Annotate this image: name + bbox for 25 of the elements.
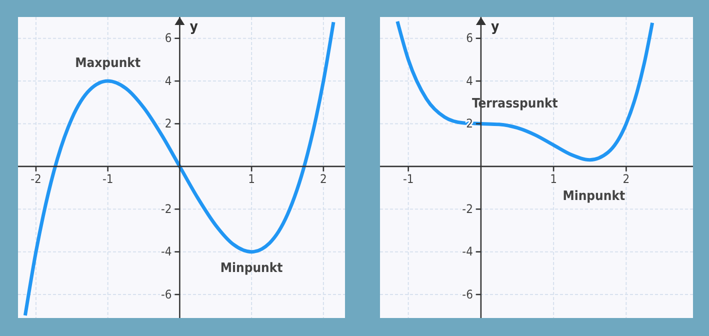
- y-tick-label: 2: [164, 116, 172, 131]
- annotation: Minpunkt: [220, 260, 284, 276]
- line-series: [23, 20, 336, 318]
- y-tick-label: 6: [164, 31, 172, 46]
- annotation: Maxpunkt: [75, 56, 141, 72]
- y-tick-label: 4: [466, 74, 474, 88]
- x-tick-label: -1: [402, 172, 414, 186]
- annotation: Minpunkt: [562, 188, 626, 204]
- y-tick-label: 6: [466, 31, 474, 46]
- x-tick-label: 1: [248, 172, 256, 186]
- y-tick-label: 4: [164, 74, 172, 88]
- y-tick-label: -2: [160, 202, 172, 216]
- x-tick-label: 2: [622, 172, 630, 186]
- y-tick-label: -4: [462, 244, 474, 259]
- x-tick-label: -2: [30, 172, 42, 186]
- y-tick-label: -4: [160, 244, 172, 259]
- x-tick-label: 1: [550, 172, 558, 186]
- x-tick-label: -1: [102, 172, 114, 186]
- line-series: [396, 20, 654, 162]
- y-axis-title: y: [190, 19, 198, 35]
- y-axis-title: y: [490, 19, 500, 35]
- y-tick-label: -6: [462, 287, 474, 302]
- y-tick-label: -6: [160, 287, 172, 302]
- y-tick-label: -2: [462, 202, 473, 216]
- x-tick-label: 2: [320, 172, 327, 186]
